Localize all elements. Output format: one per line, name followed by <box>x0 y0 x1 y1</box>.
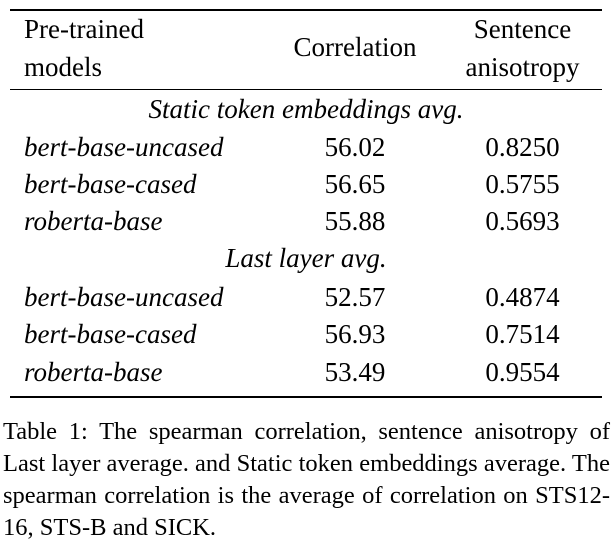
table-row-model: roberta-base <box>24 206 163 236</box>
section-title-last-layer: Last layer avg. <box>225 243 387 273</box>
header-models: Pre-trained models <box>24 10 144 86</box>
table-row-model: roberta-base <box>24 357 163 387</box>
table-row-correlation: 52.57 <box>324 282 386 312</box>
table-row-correlation: 53.49 <box>324 357 386 387</box>
header-anisotropy-line1: Sentence <box>473 14 572 44</box>
table-row-model: bert-base-cased <box>24 319 197 349</box>
section-title-static: Static token embeddings avg. <box>148 94 464 124</box>
table-caption: Table 1: The spearman correlation, sente… <box>3 418 610 541</box>
header-models-line2: models <box>24 52 102 82</box>
table-row-correlation: 56.02 <box>324 132 386 162</box>
header-correlation: Correlation <box>293 32 417 62</box>
bottom-rule <box>10 396 602 398</box>
table-row-anisotropy: 0.5693 <box>485 206 560 236</box>
header-anisotropy-line2: anisotropy <box>465 52 580 82</box>
table-row-anisotropy: 0.4874 <box>485 282 560 312</box>
table-row-model: bert-base-uncased <box>24 282 224 312</box>
header-models-line1: Pre-trained <box>24 14 144 44</box>
table-row-correlation: 56.93 <box>324 319 386 349</box>
table-row-anisotropy: 0.7514 <box>485 319 560 349</box>
table-row-anisotropy: 0.5755 <box>485 169 560 199</box>
top-rule <box>10 9 602 11</box>
header-anisotropy: Sentence anisotropy <box>450 10 595 86</box>
table-row-correlation: 56.65 <box>324 169 386 199</box>
table-row-model: bert-base-cased <box>24 169 197 199</box>
header-rule <box>10 89 602 90</box>
table-row-model: bert-base-uncased <box>24 132 224 162</box>
table-row-anisotropy: 0.9554 <box>485 357 560 387</box>
table-row-anisotropy: 0.8250 <box>485 132 560 162</box>
table-row-correlation: 55.88 <box>324 206 386 236</box>
